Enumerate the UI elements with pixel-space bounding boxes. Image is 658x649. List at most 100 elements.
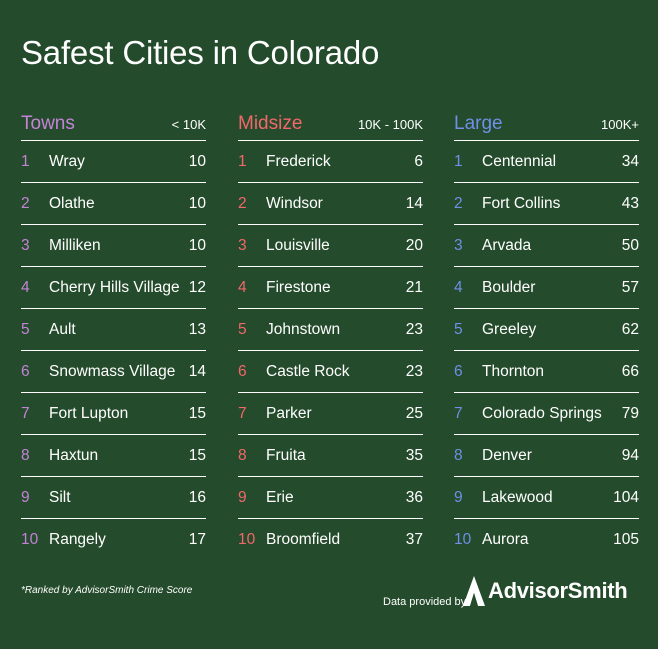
page-title: Safest Cities in Colorado: [21, 34, 380, 71]
rank-number: 6: [21, 362, 30, 380]
crime-score: 36: [405, 488, 423, 506]
table-row: 2 Fort Collins 43: [454, 183, 639, 225]
table-row: 4 Firestone 21: [238, 267, 423, 309]
table-row: 2 Olathe 10: [21, 183, 206, 225]
data-provided-by-label: Data provided by: [383, 596, 467, 608]
rank-number: 1: [238, 152, 247, 170]
towns-population-range: < 10K: [171, 117, 206, 132]
city-name: Cherry Hills Village: [49, 278, 180, 296]
city-name: Fort Lupton: [49, 404, 129, 422]
crime-score: 35: [405, 446, 423, 464]
crime-score: 17: [188, 531, 206, 548]
rank-number: 8: [238, 446, 247, 464]
midsize-population-range: 10K - 100K: [357, 117, 423, 132]
table-row: 7 Parker 25: [238, 393, 423, 435]
footnote: *Ranked by AdvisorSmith Crime Score: [21, 585, 193, 596]
midsize-column-header: Midsize 10K - 100K: [238, 111, 423, 141]
rank-number: 8: [21, 446, 30, 464]
rank-number: 10: [238, 531, 256, 548]
rank-number: 6: [238, 362, 247, 380]
city-name: Milliken: [49, 236, 101, 254]
table-row: 6 Castle Rock 23: [238, 351, 423, 393]
rank-number: 2: [21, 194, 30, 212]
towns-column-title: Towns: [21, 113, 75, 134]
brand-name: AdvisorSmith: [488, 578, 628, 603]
crime-score: 10: [188, 236, 206, 254]
large-column-header: Large 100K+: [454, 111, 639, 141]
rank-number: 1: [454, 152, 463, 170]
table-row: 5 Johnstown 23: [238, 309, 423, 351]
crime-score: 14: [188, 362, 206, 380]
rank-number: 2: [238, 194, 247, 212]
table-row: 6 Snowmass Village 14: [21, 351, 206, 393]
city-name: Fruita: [266, 446, 306, 464]
table-row: 9 Erie 36: [238, 477, 423, 519]
city-name: Haxtun: [49, 446, 99, 464]
crime-score: 10: [188, 152, 206, 170]
midsize-column-title: Midsize: [238, 113, 303, 134]
towns-list: 1 Wray 10 2 Olathe 10 3 Milliken 10 4 Cherry Hills…: [21, 141, 206, 561]
crime-score: 16: [188, 488, 206, 506]
large-list: 1 Centennial 34 2 Fort Collins 43 3 Arvada 50 4 Bo…: [454, 141, 639, 561]
rank-number: 3: [454, 236, 463, 254]
crime-score: 94: [621, 446, 639, 464]
city-name: Firestone: [266, 278, 331, 296]
crime-score: 23: [405, 362, 423, 380]
table-row: 10 Broomfield 37: [238, 519, 423, 561]
crime-score: 12: [188, 278, 206, 296]
large-column-title: Large: [454, 113, 503, 134]
advisorsmith-logo-icon: [463, 576, 485, 606]
rank-number: 3: [21, 236, 30, 254]
city-name: Windsor: [266, 194, 323, 212]
city-name: Aurora: [482, 531, 529, 548]
midsize-column: Midsize 10K - 100K 1 Frederick 6 2 Windsor 14…: [238, 111, 423, 561]
city-name: Olathe: [49, 194, 95, 212]
table-row: 4 Cherry Hills Village 12: [21, 267, 206, 309]
crime-score: 15: [188, 446, 206, 464]
rank-number: 7: [238, 404, 247, 422]
table-row: 9 Lakewood 104: [454, 477, 639, 519]
crime-score: 14: [405, 194, 423, 212]
city-name: Wray: [49, 152, 85, 170]
crime-score: 10: [188, 194, 206, 212]
crime-score: 50: [621, 236, 639, 254]
rank-number: 7: [21, 404, 30, 422]
crime-score: 57: [621, 278, 639, 296]
table-row: 9 Silt 16: [21, 477, 206, 519]
towns-column-header: Towns < 10K: [21, 111, 206, 141]
table-row: 8 Haxtun 15: [21, 435, 206, 477]
towns-column: Towns < 10K 1 Wray 10 2 Olathe 10 3 Milliken 10 4…: [21, 111, 206, 561]
rank-number: 10: [454, 531, 472, 548]
rank-number: 10: [21, 531, 39, 548]
crime-score: 66: [621, 362, 639, 380]
city-name: Louisville: [266, 236, 330, 254]
table-row: 5 Greeley 62: [454, 309, 639, 351]
city-name: Lakewood: [482, 488, 553, 506]
city-name: Arvada: [482, 236, 532, 254]
large-population-range: 100K+: [601, 117, 639, 132]
city-name: Colorado Springs: [482, 404, 602, 422]
city-name: Erie: [266, 488, 294, 506]
table-row: 5 Ault 13: [21, 309, 206, 351]
city-name: Castle Rock: [266, 362, 350, 380]
crime-score: 34: [621, 152, 639, 170]
city-name: Broomfield: [266, 531, 341, 548]
crime-score: 79: [621, 404, 639, 422]
crime-score: 13: [188, 320, 206, 338]
city-name: Centennial: [482, 152, 557, 170]
city-name: Parker: [266, 404, 312, 422]
crime-score: 105: [613, 531, 639, 548]
rank-number: 9: [21, 488, 30, 506]
crime-score: 37: [405, 531, 423, 548]
rank-number: 5: [21, 320, 30, 338]
table-row: 7 Colorado Springs 79: [454, 393, 639, 435]
rank-number: 8: [454, 446, 463, 464]
table-row: 7 Fort Lupton 15: [21, 393, 206, 435]
city-name: Rangely: [49, 531, 106, 548]
table-row: 3 Milliken 10: [21, 225, 206, 267]
city-name: Johnstown: [266, 320, 341, 338]
table-row: 3 Louisville 20: [238, 225, 423, 267]
rank-number: 9: [454, 488, 463, 506]
table-row: 1 Wray 10: [21, 141, 206, 183]
table-row: 8 Fruita 35: [238, 435, 423, 477]
